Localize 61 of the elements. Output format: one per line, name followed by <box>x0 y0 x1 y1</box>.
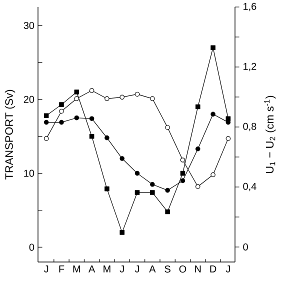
y2-tick-label: 0,4 <box>243 182 256 192</box>
point <box>104 135 110 140</box>
x-tick-label: S <box>164 266 170 273</box>
point <box>180 178 186 184</box>
y-tick-label: 20 <box>24 96 34 103</box>
x-tick-label: J <box>134 266 140 272</box>
point <box>89 116 94 121</box>
y-axis-title: TRANSPORT (Sv) <box>4 90 16 180</box>
point <box>44 120 49 125</box>
point <box>195 184 200 189</box>
y-tick-label: 30 <box>24 22 34 29</box>
x-tick-label: M <box>104 266 110 272</box>
x-tick-label: J <box>226 266 230 272</box>
point <box>210 172 216 178</box>
point <box>165 209 170 214</box>
point <box>165 125 170 130</box>
point <box>59 108 64 114</box>
point <box>165 188 170 193</box>
x-tick-label: N <box>195 266 201 272</box>
y2-tick-label: 1,6 <box>244 2 256 12</box>
point <box>134 190 140 195</box>
point <box>150 96 155 102</box>
point <box>59 102 64 107</box>
y-tick-label: 0 <box>29 244 34 251</box>
point <box>44 113 49 118</box>
point <box>180 170 186 176</box>
point <box>89 134 94 139</box>
y2-tick-label: 1,2 <box>244 62 256 72</box>
point <box>120 230 124 235</box>
point <box>134 170 140 176</box>
point <box>226 136 231 141</box>
point <box>74 90 80 94</box>
x-tick-label: J <box>44 266 48 272</box>
point <box>104 96 110 102</box>
point <box>180 158 186 162</box>
x-tick-label: M <box>73 266 80 272</box>
point <box>210 45 216 50</box>
x-tick-label: J <box>120 266 124 272</box>
x-tick-label: O <box>179 266 186 273</box>
point <box>44 136 49 141</box>
point <box>74 115 80 120</box>
y2-axis-title: U$_{1}$ − U$_{2}$ (cm s$^{-1}$) <box>264 96 276 173</box>
x-tick-label: F <box>59 266 64 272</box>
point <box>104 186 110 192</box>
x-tick-label: D <box>210 266 216 272</box>
point <box>59 120 64 125</box>
point <box>195 146 200 152</box>
point <box>150 182 155 187</box>
point <box>134 92 140 97</box>
y2-tick-label: 0,8 <box>243 122 256 132</box>
point <box>120 94 124 100</box>
point <box>150 190 155 195</box>
point <box>74 96 80 102</box>
y2-tick-label: 0 <box>243 243 248 251</box>
x-tick-label: A <box>88 266 96 272</box>
point <box>195 104 200 110</box>
point <box>89 88 94 93</box>
point <box>120 156 124 161</box>
point <box>210 112 216 117</box>
x-tick-label: A <box>149 266 156 272</box>
y-tick-label: 10 <box>24 170 34 177</box>
